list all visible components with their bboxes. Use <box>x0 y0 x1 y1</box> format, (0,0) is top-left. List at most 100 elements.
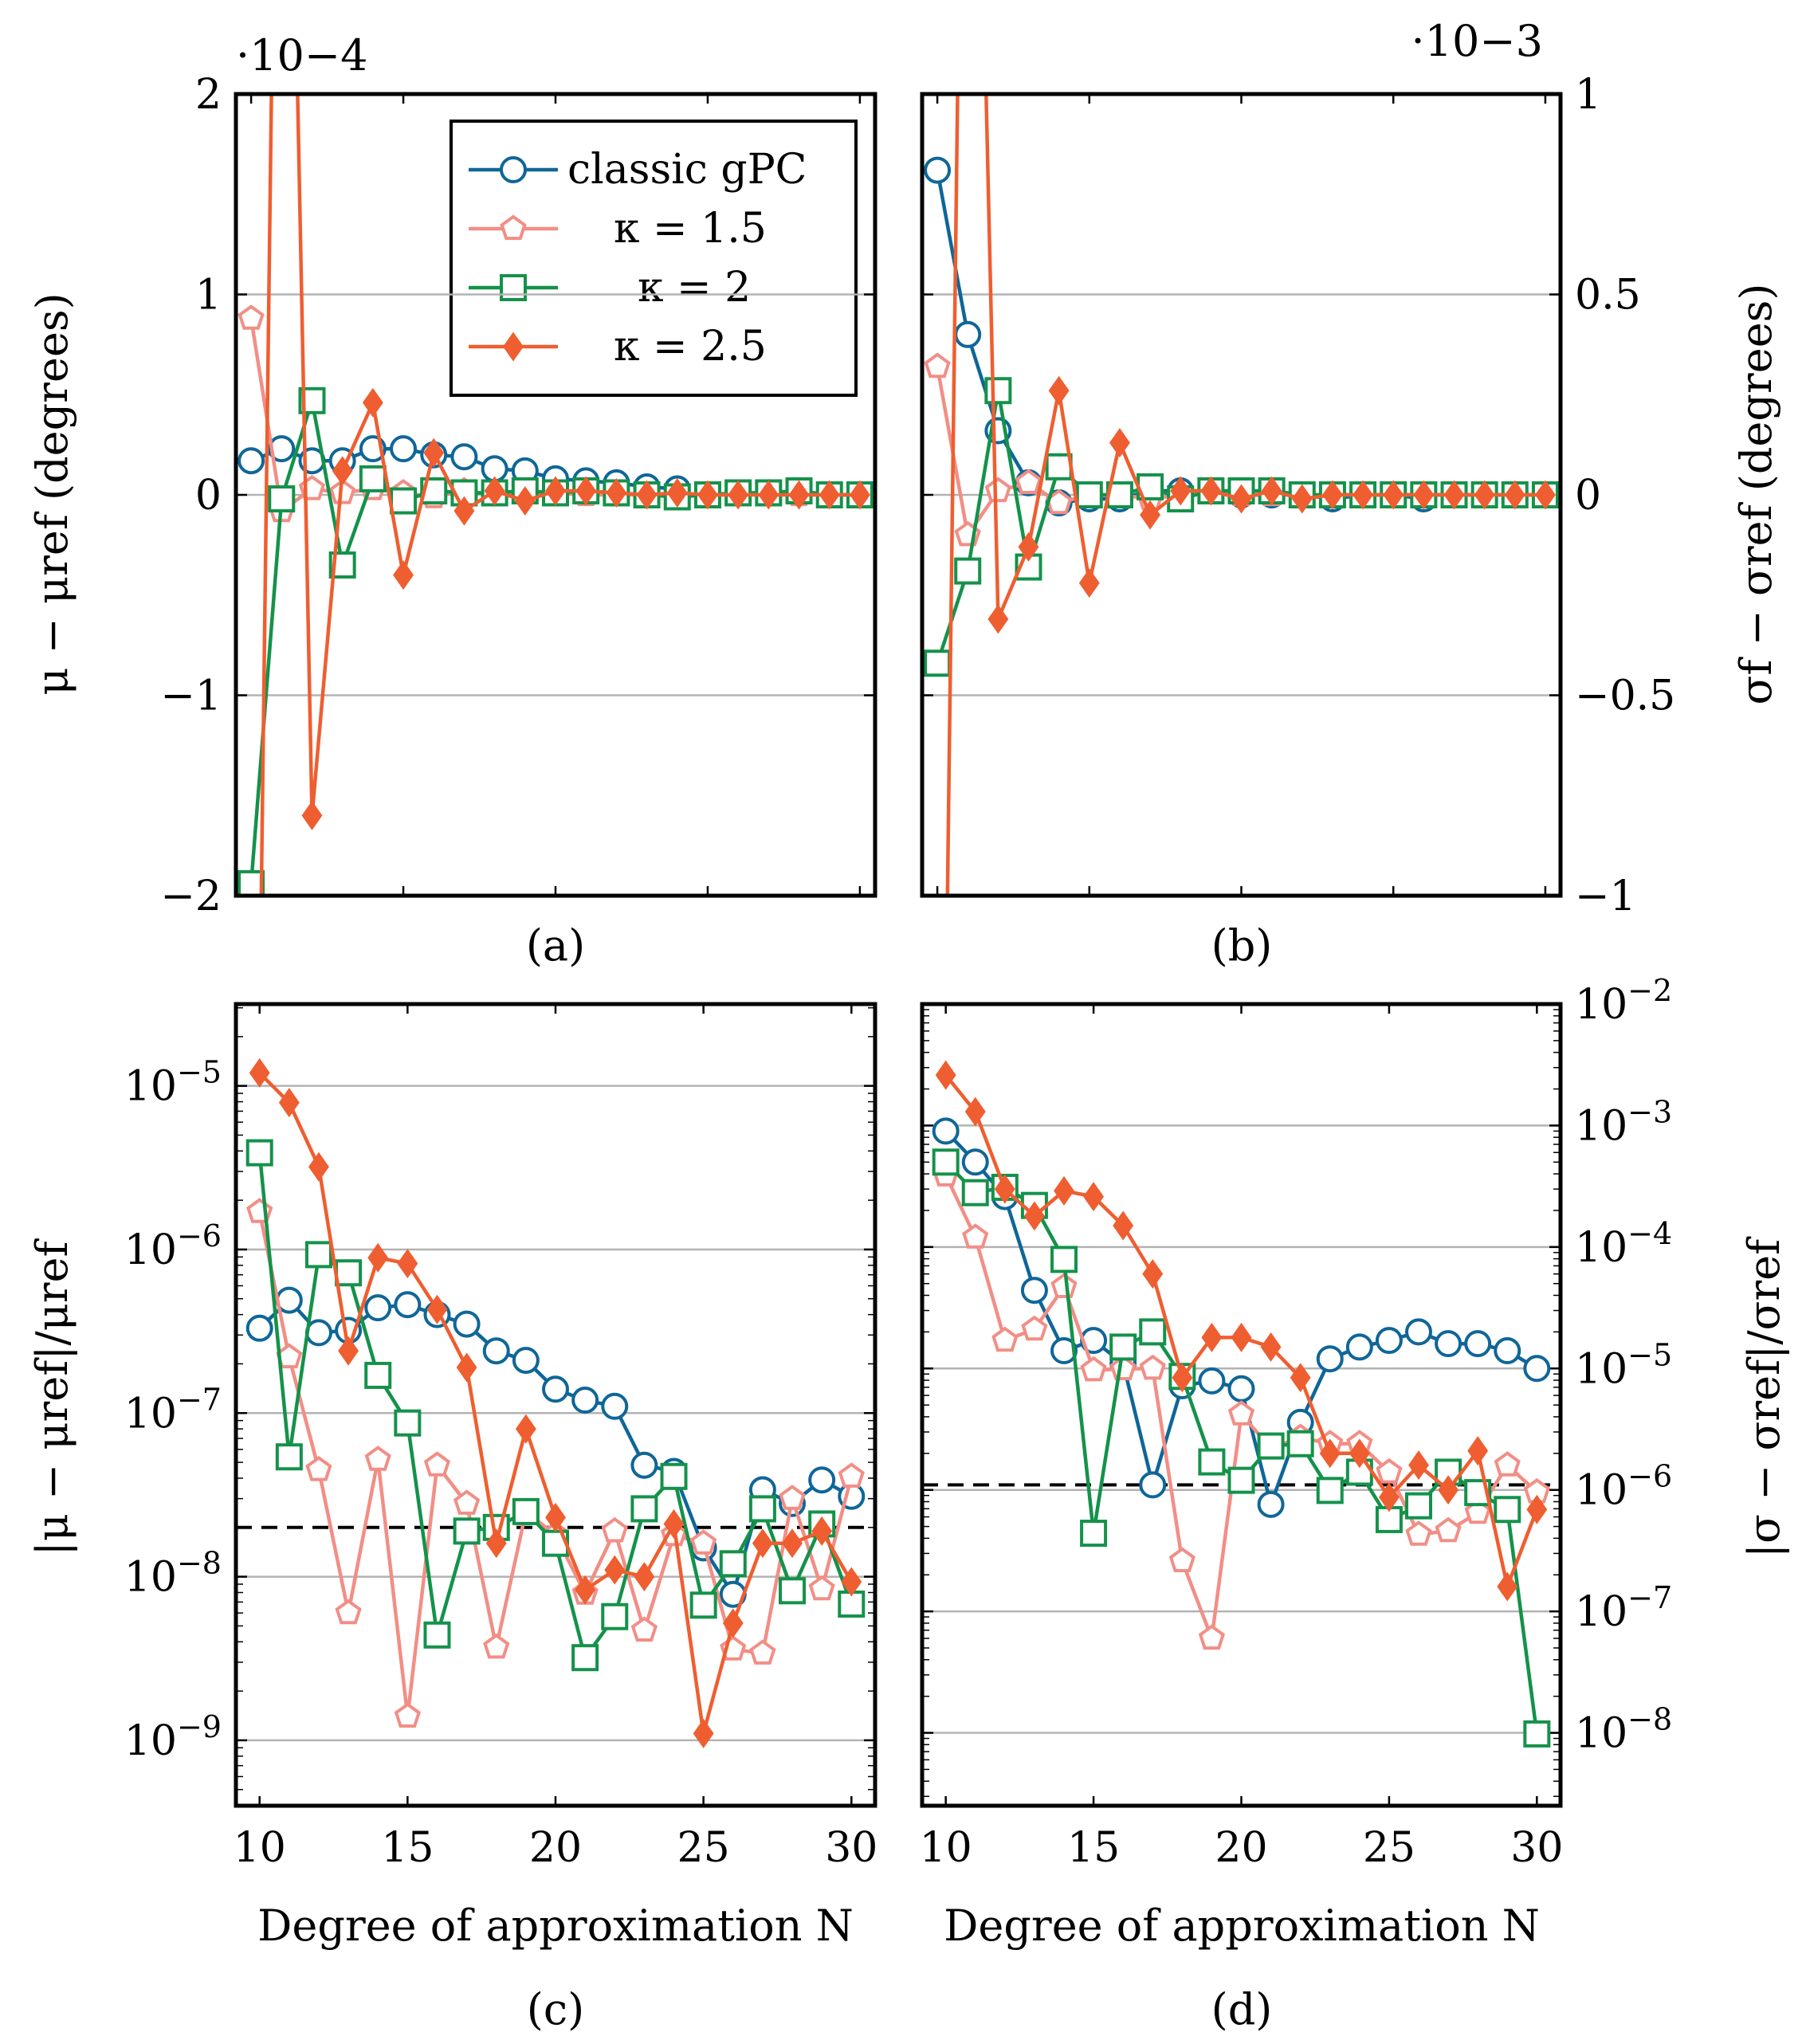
data-point <box>1319 1438 1341 1469</box>
x-tick-label: 25 <box>677 1824 730 1872</box>
data-point <box>841 1567 862 1597</box>
y-tick-label: 0.5 <box>1575 272 1641 320</box>
data-point <box>485 1528 507 1559</box>
data-point <box>394 1409 422 1437</box>
data-point <box>1353 480 1374 510</box>
data-point <box>1109 428 1130 458</box>
data-point <box>1227 1400 1255 1426</box>
data-point <box>954 320 982 348</box>
legend-marker <box>500 156 527 183</box>
data-point <box>838 1462 865 1488</box>
data-point <box>984 477 1011 503</box>
data-point <box>1375 1327 1403 1355</box>
data-point <box>512 1497 540 1525</box>
panel-label-b: (b) <box>1211 920 1273 971</box>
data-point <box>1198 1448 1226 1476</box>
data-point <box>453 1517 481 1545</box>
data-point <box>453 1489 481 1515</box>
legend-marker <box>500 274 527 301</box>
data-point <box>630 1451 658 1479</box>
data-point <box>690 1529 717 1555</box>
data-point <box>987 604 1009 634</box>
ylabel-b: σf − σref (degrees) <box>1731 284 1781 705</box>
data-point <box>1075 481 1103 508</box>
legend-label-k2: κ = 2 <box>638 264 751 312</box>
plot-frame <box>920 92 1563 898</box>
data-point <box>512 1347 540 1375</box>
data-point <box>752 1528 773 1559</box>
data-point <box>924 352 951 379</box>
y-tick-label: 10−8 <box>1575 1702 1672 1758</box>
data-point <box>924 156 952 184</box>
data-point <box>249 1057 270 1088</box>
data-point <box>338 1336 359 1366</box>
data-point <box>1045 453 1073 481</box>
data-point <box>1023 1201 1045 1231</box>
data-point <box>601 1603 629 1630</box>
data-point <box>606 477 627 508</box>
data-point <box>719 1550 747 1578</box>
data-point <box>245 1139 273 1167</box>
data-point <box>301 800 323 830</box>
data-point <box>238 447 265 475</box>
data-point <box>571 1387 599 1414</box>
x-tick-label: 10 <box>920 1824 972 1872</box>
data-point <box>484 476 505 506</box>
series-group <box>932 1060 1551 1748</box>
minor-ticks <box>236 1006 875 1807</box>
data-point <box>935 1060 956 1090</box>
data-point <box>545 1502 566 1532</box>
data-point <box>1261 476 1282 506</box>
y-tick-label: 10−7 <box>124 1382 222 1438</box>
data-point <box>1142 1259 1164 1289</box>
data-point <box>1018 532 1039 562</box>
data-point <box>782 1528 803 1559</box>
data-point <box>1316 1345 1344 1373</box>
data-point <box>722 1608 744 1638</box>
data-point <box>1435 1516 1462 1543</box>
data-point <box>1383 480 1404 510</box>
data-point <box>1345 1333 1373 1361</box>
data-point <box>1080 1520 1108 1548</box>
series-line <box>935 388 1545 665</box>
data-point <box>1523 1355 1551 1383</box>
ylabel-d: |σ − σref|/σref <box>1739 1236 1789 1558</box>
data-point <box>1286 1430 1314 1457</box>
data-point <box>1316 1477 1344 1505</box>
multiplier-b: ·10−3 <box>1411 16 1543 66</box>
data-point <box>335 1599 362 1625</box>
data-point <box>634 1562 655 1592</box>
x-tick-label: 20 <box>529 1824 582 1872</box>
data-point <box>364 1294 392 1322</box>
data-point <box>1413 480 1435 510</box>
data-point <box>1405 1520 1432 1546</box>
panel-label-d: (d) <box>1211 1984 1273 2034</box>
data-point <box>961 1179 989 1206</box>
x-tick-label: 10 <box>234 1824 286 1872</box>
data-point <box>1113 1210 1134 1241</box>
data-point <box>1198 1624 1226 1650</box>
data-point <box>1260 1332 1282 1362</box>
data-point <box>962 1223 989 1249</box>
data-point <box>397 1249 418 1279</box>
data-point <box>924 649 952 677</box>
data-point <box>394 1291 422 1319</box>
data-point <box>1349 1438 1370 1469</box>
data-point <box>453 496 475 526</box>
x-tick-label: 30 <box>825 1824 877 1872</box>
data-point <box>728 480 749 510</box>
data-point <box>1231 1322 1252 1352</box>
x-tick-label: 30 <box>1510 1824 1563 1872</box>
series-group <box>924 94 1559 896</box>
y-tick-label: 10−7 <box>1575 1580 1672 1636</box>
data-point <box>1376 1457 1403 1484</box>
data-point <box>697 480 718 510</box>
data-point <box>423 1621 451 1649</box>
panel-label-c: (c) <box>527 1984 584 2034</box>
data-point <box>450 443 478 471</box>
data-point <box>1109 1333 1137 1361</box>
data-point <box>364 1361 392 1389</box>
x-tick-label: 15 <box>381 1824 434 1872</box>
x-tick-label: 20 <box>1215 1824 1267 1872</box>
data-point <box>332 456 353 486</box>
